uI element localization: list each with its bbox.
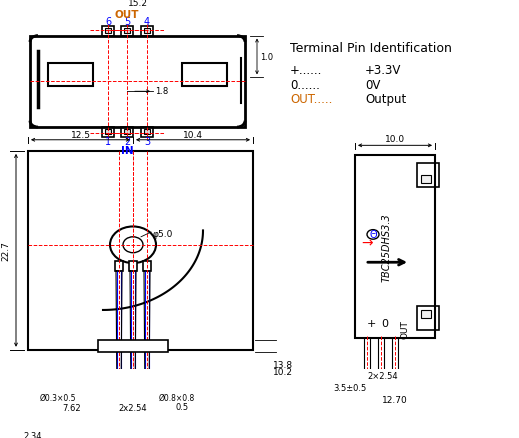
- Text: 12.70: 12.70: [382, 395, 408, 404]
- Text: Ø0.3×0.5: Ø0.3×0.5: [40, 393, 76, 402]
- Text: φ5.0: φ5.0: [153, 230, 173, 239]
- Text: 0: 0: [381, 319, 389, 329]
- Text: →: →: [361, 236, 373, 250]
- Text: 10.0: 10.0: [385, 135, 405, 144]
- Text: 1.0: 1.0: [261, 53, 274, 61]
- Bar: [115, 262, 123, 272]
- Text: 22.7: 22.7: [2, 241, 10, 261]
- Bar: [121, 128, 133, 137]
- Bar: [102, 128, 114, 137]
- Text: 10.4: 10.4: [183, 131, 203, 140]
- Text: +3.3V: +3.3V: [365, 64, 401, 77]
- Bar: [417, 163, 439, 187]
- Text: 7.62: 7.62: [62, 403, 81, 412]
- Text: 1.8: 1.8: [155, 87, 169, 96]
- Bar: [105, 28, 111, 34]
- Bar: [102, 27, 114, 36]
- Bar: [421, 175, 431, 183]
- Bar: [143, 262, 151, 272]
- Bar: [129, 262, 137, 272]
- Text: 0......: 0......: [290, 78, 320, 92]
- Bar: [121, 27, 133, 36]
- Bar: [417, 306, 439, 330]
- Text: 0V: 0V: [365, 78, 380, 92]
- Text: IN: IN: [121, 146, 133, 156]
- Text: 15.2: 15.2: [128, 0, 147, 8]
- Text: OUT: OUT: [401, 319, 409, 338]
- Text: 1: 1: [105, 137, 111, 147]
- Text: 5: 5: [124, 17, 130, 27]
- Bar: [28, 152, 253, 350]
- Text: 2: 2: [124, 137, 130, 147]
- Text: 2.34: 2.34: [23, 431, 42, 438]
- Text: TBC25DHS3.3: TBC25DHS3.3: [382, 212, 392, 281]
- Text: OUT.....: OUT.....: [290, 93, 332, 106]
- Text: 13.8: 13.8: [273, 360, 293, 369]
- Text: Ø0.8×0.8: Ø0.8×0.8: [159, 393, 195, 402]
- Text: Terminal Pin Identification: Terminal Pin Identification: [290, 42, 452, 55]
- Bar: [105, 129, 111, 135]
- Bar: [355, 155, 435, 338]
- Text: 4: 4: [144, 17, 150, 27]
- Text: Θ: Θ: [369, 230, 377, 240]
- Bar: [124, 28, 130, 34]
- Bar: [124, 129, 130, 135]
- Bar: [144, 129, 150, 135]
- Bar: [182, 64, 227, 86]
- Text: 10.2: 10.2: [273, 367, 293, 376]
- Text: OUT: OUT: [115, 10, 139, 20]
- Text: 3: 3: [144, 137, 150, 147]
- Text: 12.5: 12.5: [71, 131, 90, 140]
- Text: 3.5±0.5: 3.5±0.5: [333, 384, 366, 392]
- Bar: [30, 36, 245, 128]
- Bar: [141, 27, 153, 36]
- Bar: [48, 64, 93, 86]
- Bar: [98, 340, 168, 352]
- Bar: [144, 28, 150, 34]
- Bar: [141, 128, 153, 137]
- Text: 6: 6: [105, 17, 111, 27]
- Text: 2x2.54: 2x2.54: [119, 403, 147, 412]
- Bar: [421, 310, 431, 318]
- Text: +: +: [366, 319, 376, 329]
- Text: 0.5: 0.5: [175, 403, 188, 412]
- Text: +......: +......: [290, 64, 322, 77]
- Text: Output: Output: [365, 93, 406, 106]
- Text: 2×2.54: 2×2.54: [367, 371, 398, 380]
